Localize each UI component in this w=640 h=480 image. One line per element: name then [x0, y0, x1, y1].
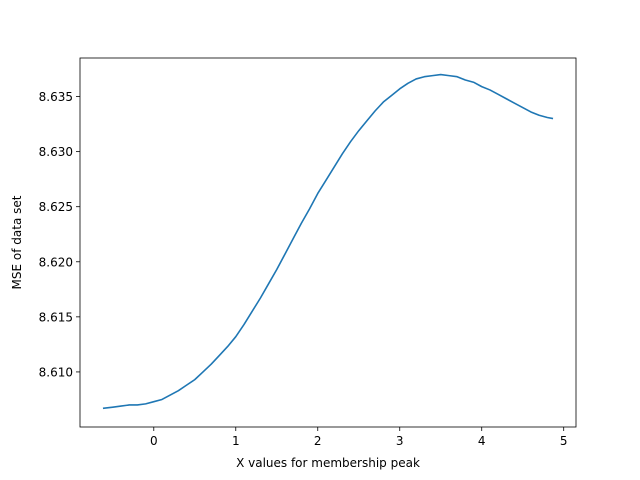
y-axis-label: MSE of data set [10, 195, 24, 289]
y-tick-label: 8.615 [39, 310, 73, 324]
series-line-mse [102, 73, 554, 410]
y-tick-label: 8.635 [39, 90, 73, 104]
x-tick-label: 1 [232, 434, 240, 448]
y-tick-label: 8.620 [39, 255, 73, 269]
y-tick-label: 8.610 [39, 365, 73, 379]
x-tick-label: 0 [150, 434, 158, 448]
x-tick-label: 4 [478, 434, 486, 448]
plot-frame [79, 57, 577, 428]
y-axis: 8.610 8.615 8.620 8.625 8.630 8.635 [39, 90, 80, 379]
y-tick-label: 8.625 [39, 200, 73, 214]
x-tick-label: 2 [314, 434, 322, 448]
y-tick-label: 8.630 [39, 145, 73, 159]
plot-area [80, 58, 576, 427]
x-tick-label: 5 [560, 434, 568, 448]
x-axis-label: X values for membership peak [236, 456, 420, 470]
x-tick-label: 3 [396, 434, 404, 448]
x-axis: 0 1 2 3 4 5 [150, 427, 568, 448]
